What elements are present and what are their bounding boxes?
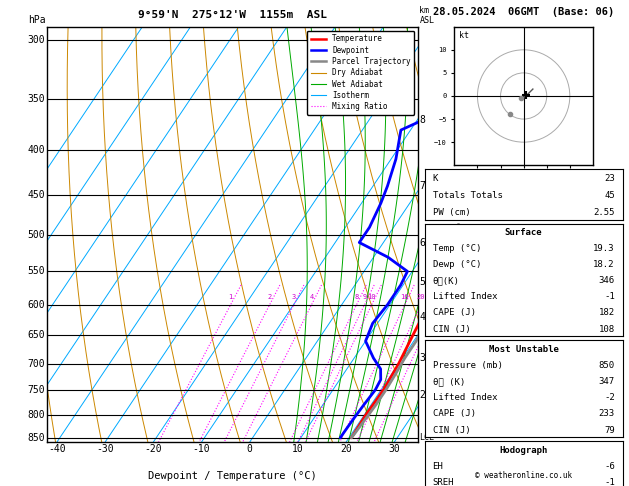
Text: 8: 8 xyxy=(355,294,359,300)
Text: Hodograph: Hodograph xyxy=(499,446,548,455)
Text: 750: 750 xyxy=(28,385,45,395)
Text: 800: 800 xyxy=(28,410,45,419)
Text: 600: 600 xyxy=(28,300,45,310)
Text: 350: 350 xyxy=(28,94,45,104)
Text: -10: -10 xyxy=(192,444,210,454)
Text: 3: 3 xyxy=(420,353,425,363)
Text: 233: 233 xyxy=(599,409,615,418)
Text: 10: 10 xyxy=(367,294,376,300)
Text: 7: 7 xyxy=(420,181,425,191)
Text: 19.3: 19.3 xyxy=(593,244,615,253)
Text: 400: 400 xyxy=(28,145,45,155)
Text: CIN (J): CIN (J) xyxy=(433,426,470,434)
Text: 2.55: 2.55 xyxy=(593,208,615,217)
Text: 28.05.2024  06GMT  (Base: 06): 28.05.2024 06GMT (Base: 06) xyxy=(433,7,615,17)
Text: 108: 108 xyxy=(599,325,615,333)
Text: Lifted Index: Lifted Index xyxy=(433,293,497,301)
Text: Surface: Surface xyxy=(505,228,542,237)
Text: 8: 8 xyxy=(420,115,425,125)
Text: EH: EH xyxy=(433,462,443,471)
Text: 45: 45 xyxy=(604,191,615,200)
Text: Mixing Ratio (g/kg): Mixing Ratio (g/kg) xyxy=(455,187,464,282)
Text: 23: 23 xyxy=(604,174,615,183)
Text: 347: 347 xyxy=(599,377,615,386)
Text: Totals Totals: Totals Totals xyxy=(433,191,503,200)
Text: -2: -2 xyxy=(604,393,615,402)
Text: Temp (°C): Temp (°C) xyxy=(433,244,481,253)
Text: CAPE (J): CAPE (J) xyxy=(433,309,476,317)
Text: -40: -40 xyxy=(48,444,65,454)
Text: 9°59'N  275°12'W  1155m  ASL: 9°59'N 275°12'W 1155m ASL xyxy=(138,11,327,20)
Text: PW (cm): PW (cm) xyxy=(433,208,470,217)
Text: 16: 16 xyxy=(401,294,409,300)
Text: 25: 25 xyxy=(433,294,442,300)
Text: 500: 500 xyxy=(28,230,45,240)
Text: 2: 2 xyxy=(267,294,272,300)
Text: 450: 450 xyxy=(28,190,45,200)
Text: K: K xyxy=(433,174,438,183)
Text: -1: -1 xyxy=(604,293,615,301)
Text: kt: kt xyxy=(459,31,469,40)
Text: LCL: LCL xyxy=(420,434,435,442)
Text: 850: 850 xyxy=(599,361,615,370)
Text: CAPE (J): CAPE (J) xyxy=(433,409,476,418)
Text: 1: 1 xyxy=(228,294,233,300)
Text: km
ASL: km ASL xyxy=(420,6,435,25)
Text: 3: 3 xyxy=(292,294,296,300)
Text: θᴄ (K): θᴄ (K) xyxy=(433,377,465,386)
Text: 79: 79 xyxy=(604,426,615,434)
Text: 5: 5 xyxy=(420,277,425,287)
Text: Most Unstable: Most Unstable xyxy=(489,345,559,354)
Text: 4: 4 xyxy=(420,312,425,322)
Text: 300: 300 xyxy=(28,35,45,45)
Text: 10: 10 xyxy=(292,444,304,454)
Text: 182: 182 xyxy=(599,309,615,317)
Text: 2: 2 xyxy=(420,390,425,400)
Text: 9: 9 xyxy=(362,294,367,300)
Legend: Temperature, Dewpoint, Parcel Trajectory, Dry Adiabat, Wet Adiabat, Isotherm, Mi: Temperature, Dewpoint, Parcel Trajectory… xyxy=(307,31,415,115)
Text: 550: 550 xyxy=(28,266,45,277)
Text: -1: -1 xyxy=(604,478,615,486)
Text: SREH: SREH xyxy=(433,478,454,486)
Text: 20: 20 xyxy=(340,444,352,454)
Text: -20: -20 xyxy=(145,444,162,454)
Text: Dewp (°C): Dewp (°C) xyxy=(433,260,481,269)
Text: Dewpoint / Temperature (°C): Dewpoint / Temperature (°C) xyxy=(148,471,317,481)
Text: hPa: hPa xyxy=(28,15,45,25)
Text: © weatheronline.co.uk: © weatheronline.co.uk xyxy=(475,471,572,480)
Text: 20: 20 xyxy=(417,294,425,300)
Text: Pressure (mb): Pressure (mb) xyxy=(433,361,503,370)
Text: 850: 850 xyxy=(28,433,45,443)
Text: 4: 4 xyxy=(309,294,314,300)
Text: 6: 6 xyxy=(420,238,425,247)
Text: 650: 650 xyxy=(28,330,45,340)
Text: 346: 346 xyxy=(599,276,615,285)
Text: -30: -30 xyxy=(96,444,114,454)
Text: 700: 700 xyxy=(28,359,45,368)
Text: 0: 0 xyxy=(247,444,252,454)
Text: CIN (J): CIN (J) xyxy=(433,325,470,333)
Text: Lifted Index: Lifted Index xyxy=(433,393,497,402)
Text: θᴄ(K): θᴄ(K) xyxy=(433,276,459,285)
Text: -6: -6 xyxy=(604,462,615,471)
Text: 30: 30 xyxy=(388,444,400,454)
Text: 18.2: 18.2 xyxy=(593,260,615,269)
